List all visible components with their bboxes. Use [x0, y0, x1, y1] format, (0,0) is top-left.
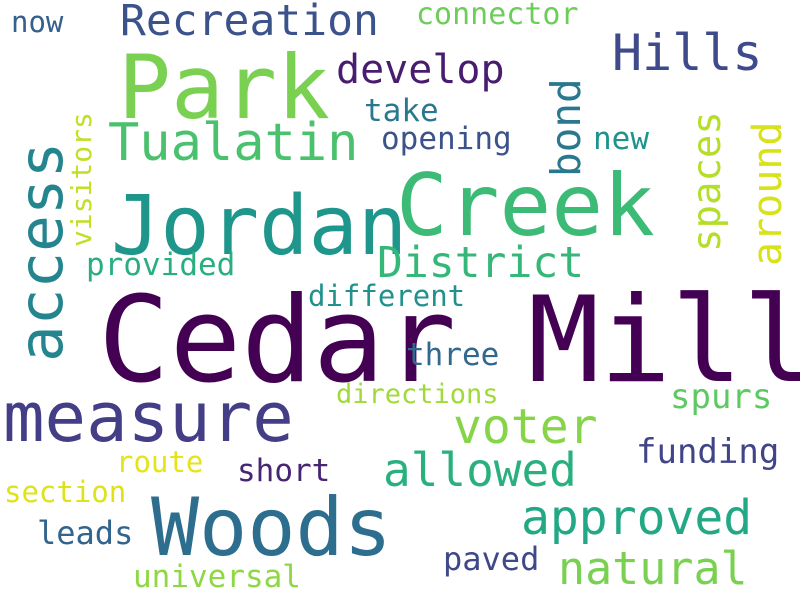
word-universal: universal — [133, 559, 301, 595]
word-different: different — [308, 279, 466, 313]
word-district: District — [377, 238, 585, 288]
word-recreation: Recreation — [120, 0, 379, 46]
word-allowed: allowed — [383, 443, 577, 497]
word-three: three — [406, 337, 500, 373]
word-around: around — [745, 121, 791, 267]
word-provided: provided — [86, 247, 236, 283]
word-leads: leads — [37, 514, 134, 552]
word-route: route — [116, 445, 204, 479]
word-connector: connector — [416, 0, 579, 32]
word-jordan: Jordan — [111, 179, 408, 274]
word-funding: funding — [636, 432, 780, 472]
word-visitors: visitors — [65, 112, 98, 247]
word-access: access — [6, 141, 77, 362]
word-park: Park — [118, 36, 330, 139]
word-spurs: spurs — [670, 377, 773, 417]
word-now: now — [11, 5, 64, 39]
word-cedar-mill: Cedar Mill — [98, 272, 800, 410]
word-take: take — [364, 93, 439, 129]
word-develop: develop — [336, 47, 505, 93]
word-directions: directions — [336, 379, 499, 410]
word-bond: bond — [542, 78, 590, 177]
word-short: short — [237, 453, 331, 489]
word-hills: Hills — [612, 24, 763, 82]
word-measure: measure — [3, 378, 294, 458]
word-natural: natural — [558, 542, 748, 595]
word-opening: opening — [381, 121, 512, 157]
word-new: new — [593, 121, 649, 157]
word-spaces: spaces — [685, 111, 730, 252]
word-voter: voter — [453, 399, 598, 455]
word-creek: Creek — [396, 156, 655, 256]
word-section: section — [4, 475, 127, 509]
word-paved: paved — [443, 540, 540, 578]
word-approved: approved — [521, 490, 753, 546]
word-tualatin: Tualatin — [108, 113, 359, 173]
word-woods: Woods — [151, 481, 392, 574]
